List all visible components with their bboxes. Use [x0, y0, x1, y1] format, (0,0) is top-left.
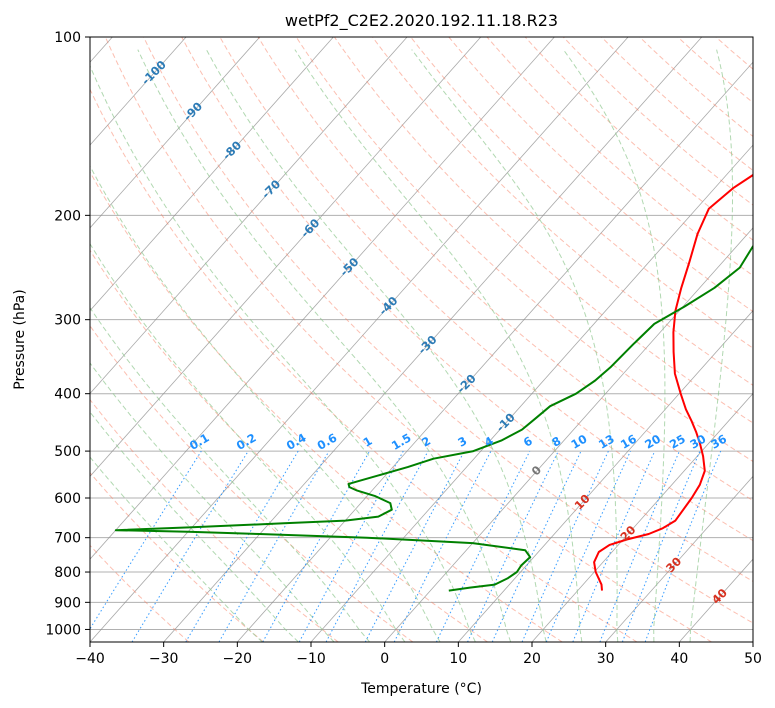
dry-adiabat — [90, 471, 264, 642]
isotherm-line — [163, 37, 703, 642]
y-tick-label: 500 — [54, 444, 81, 460]
dry-adiabat — [90, 170, 563, 642]
isotherm-line — [237, 61, 753, 642]
x-tick-label: −40 — [75, 651, 105, 667]
y-axis-title: Pressure (hPa) — [12, 289, 28, 389]
isotherm-line — [310, 144, 753, 642]
dewpoint-line — [114, 243, 753, 592]
x-tick-label: 50 — [744, 651, 762, 667]
moist-adiabat — [90, 242, 406, 642]
dry-adiabat — [90, 324, 414, 642]
moist-adiabat — [90, 306, 370, 642]
dry-adiabat — [295, 37, 753, 463]
y-tick-label: 900 — [54, 595, 81, 611]
dry-adiabat — [372, 37, 753, 386]
moist-adiabat — [562, 49, 666, 642]
mixing-ratio-line — [644, 450, 722, 642]
mixing-ratio-label: 20 — [642, 432, 663, 452]
y-tick-label: 800 — [54, 565, 81, 581]
isotherm-line — [752, 641, 753, 642]
mixing-ratio-line — [393, 450, 492, 642]
chart-title: wetPf2_C2E2.2020.192.11.18.R23 — [285, 11, 558, 31]
moist-adiabat — [294, 49, 583, 642]
isotherm-line — [90, 37, 334, 312]
dry-adiabat — [90, 249, 488, 642]
mixing-ratio-label: 30 — [687, 432, 708, 452]
axes: −40 −30 −20 −10 0 10 20 30 40 50 100 200 300 400 500 60… — [45, 30, 762, 667]
y-tick-label: 200 — [54, 208, 81, 224]
isotherm-line — [90, 37, 187, 146]
plot-frame — [89, 36, 754, 643]
mixing-ratio-line — [262, 450, 371, 642]
mixing-ratio-line — [572, 450, 656, 642]
sounding-lines — [114, 173, 753, 592]
x-tick-label: −10 — [296, 651, 326, 667]
y-tick-label: 700 — [54, 531, 81, 547]
isotherm-line — [90, 37, 482, 477]
mixing-ratio-line — [521, 450, 609, 642]
moist-adiabat — [205, 49, 547, 642]
dry-adiabat — [181, 37, 753, 582]
temperature-line — [593, 173, 753, 591]
mixing-ratio-label: 16 — [618, 432, 639, 452]
y-tick-label: 100 — [54, 30, 81, 46]
y-tick-label: 600 — [54, 491, 81, 507]
dry-adiabat — [754, 37, 775, 642]
isotherm-line — [458, 310, 753, 642]
x-tick-label: 0 — [380, 651, 389, 667]
moist-adiabat — [90, 165, 441, 642]
mixing-ratio-label: 10 — [569, 432, 590, 452]
isotherm-line — [90, 37, 408, 395]
y-tick-label: 400 — [54, 387, 81, 403]
mixing-ratio-line — [325, 450, 429, 642]
mixing-ratio-line — [545, 450, 631, 642]
mixing-ratio-label: 25 — [667, 432, 688, 452]
mixing-ratio-label: 13 — [596, 432, 617, 452]
isotherm-line — [90, 37, 261, 229]
isotherm-line — [605, 475, 753, 642]
mixing-ratio-line — [435, 450, 531, 642]
mixing-ratio-label: 36 — [708, 432, 729, 452]
x-tick-label: 20 — [523, 651, 541, 667]
isotherm-line — [384, 227, 753, 642]
dry-adiabat — [90, 88, 638, 642]
moist-adiabat — [137, 49, 512, 642]
dry-adiabat — [104, 37, 712, 642]
x-tick-label: −20 — [223, 651, 253, 667]
moist-adiabat — [411, 49, 619, 642]
mixing-ratio-line — [599, 450, 680, 642]
background-lines — [90, 37, 775, 642]
dry-adiabat — [257, 37, 753, 502]
x-tick-label: 40 — [670, 651, 688, 667]
x-tick-label: −30 — [149, 651, 179, 667]
mixing-ratio-line — [621, 450, 701, 642]
dry-adiabat — [410, 37, 753, 349]
dry-adiabat — [143, 37, 753, 624]
mixing-ratio-line — [298, 450, 404, 642]
moist-adiabat — [90, 456, 263, 642]
x-axis-title: Temperature (°C) — [360, 681, 482, 697]
mixing-ratio-line — [131, 450, 249, 642]
x-tick-label: 10 — [449, 651, 467, 667]
y-tick-label: 300 — [54, 313, 81, 329]
isotherm-line — [90, 37, 629, 642]
y-tick-label: 1000 — [45, 622, 81, 638]
x-tick-label: 30 — [597, 651, 615, 667]
isotherm-line — [90, 37, 555, 560]
